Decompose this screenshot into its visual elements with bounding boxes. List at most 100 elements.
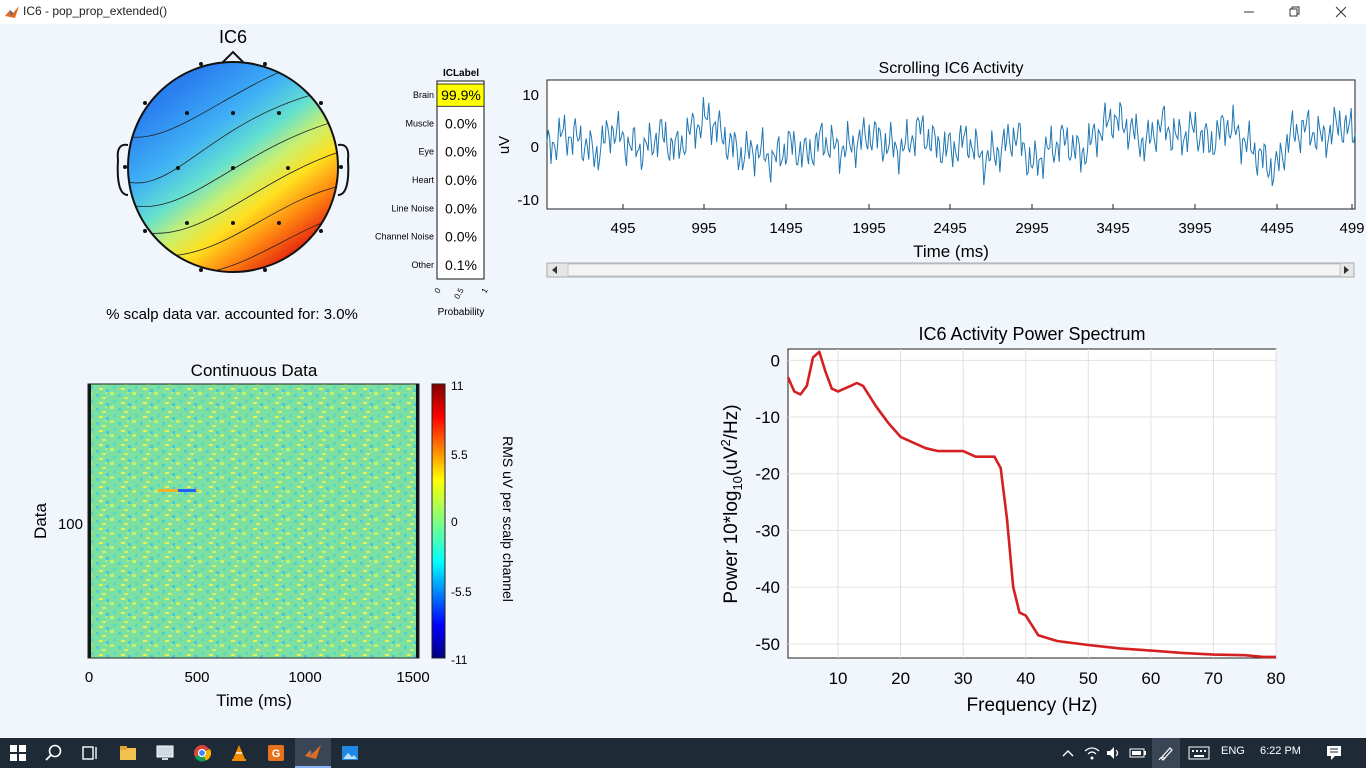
colorbar-tick-neg5.5: -5.5 [451, 585, 472, 599]
search-button[interactable] [36, 738, 72, 768]
scroll-xtick: 3995 [1178, 220, 1211, 237]
restore-button[interactable] [1272, 0, 1318, 24]
spectrum-title: IC6 Activity Power Spectrum [918, 324, 1145, 344]
spectrum-ytick: -10 [755, 408, 780, 427]
scroll-xticks: 495 995 1495 1995 2495 2995 3495 3995 4495 499 [610, 204, 1365, 237]
wifi-icon [1084, 747, 1100, 760]
tray-pen[interactable] [1152, 738, 1180, 768]
topo-map [116, 50, 350, 273]
scroll-ytick-10: 10 [522, 87, 539, 104]
taskbar-vlc[interactable] [221, 738, 257, 768]
iclabel-bar-brain [436, 83, 485, 107]
scroll-xtick: 2995 [1015, 220, 1048, 237]
tray-battery[interactable] [1128, 738, 1148, 768]
spectrum-xtick: 40 [1016, 669, 1035, 688]
scroll-xtick: 495 [610, 220, 635, 237]
scroll-plot-title: Scrolling IC6 Activity [879, 60, 1024, 77]
start-button[interactable] [0, 738, 36, 768]
scroll-right-arrow-icon[interactable] [1344, 266, 1349, 274]
spectrum-xtick: 70 [1204, 669, 1223, 688]
iclabel-value: 0.0% [445, 172, 477, 188]
iclabel-box [436, 80, 485, 280]
spectrum-line [786, 350, 1276, 659]
iclabel-xlabel: Probability [438, 307, 485, 318]
scrollbar-thumb[interactable] [567, 263, 1341, 277]
scroll-xtick: 1995 [852, 220, 885, 237]
scroll-xtick: 995 [691, 220, 716, 237]
spectrum-ylabel: Power 10*log10(uV2/Hz) [718, 404, 745, 603]
spectrum-xtick: 10 [829, 669, 848, 688]
chevron-up-icon [1062, 750, 1074, 757]
tray-overflow[interactable] [1058, 738, 1078, 768]
restore-icon [1289, 6, 1300, 17]
scroll-xtick: 499 [1339, 220, 1364, 237]
iclabel-value: 0.0% [445, 229, 477, 245]
erpimage-title: Continuous Data [191, 361, 318, 380]
spectrum-axes [787, 348, 1277, 659]
search-icon [45, 744, 62, 761]
spectrum-series-line [786, 350, 1276, 659]
tray-network[interactable] [1082, 738, 1102, 768]
taskbar-document-app[interactable]: G [258, 738, 294, 768]
spectrum-yticks: 0 -10 -20 -30 -40 -50 [755, 351, 780, 653]
clock[interactable]: 6:22 PM [1260, 745, 1301, 757]
volume-icon [1107, 747, 1119, 759]
scroll-xtick: 2495 [933, 220, 966, 237]
taskbar-file-explorer[interactable] [110, 738, 146, 768]
language-indicator[interactable]: ENG [1221, 745, 1245, 757]
spectrum-xticks: 10 20 30 40 50 60 70 80 [829, 669, 1286, 688]
close-button[interactable] [1318, 0, 1364, 24]
scroll-left-arrow-icon[interactable] [552, 266, 557, 274]
matlab-icon [305, 745, 321, 759]
taskbar-matlab[interactable] [295, 738, 331, 768]
spectrum-ytick: -50 [755, 635, 780, 654]
scroll-xtick: 1495 [769, 220, 802, 237]
variance-text: % scalp data var. accounted for: 3.0% [106, 306, 358, 323]
colorbar-tick-5.5: 5.5 [451, 448, 468, 462]
erpimage-ylabel: Data [31, 503, 50, 539]
spectrum-xlabel: Frequency (Hz) [967, 695, 1098, 716]
minimize-button[interactable] [1226, 0, 1272, 24]
iclabel-value: 0.0% [445, 144, 477, 160]
tray-keyboard[interactable] [1184, 738, 1214, 768]
taskbar-remote-desktop[interactable] [147, 738, 183, 768]
iclabel-label: Heart [412, 175, 435, 185]
spectrum-xtick: 80 [1267, 669, 1286, 688]
windows-start-icon [10, 745, 26, 761]
window-title: IC6 - pop_prop_extended() [23, 4, 168, 18]
spectrum-ytick: -30 [755, 521, 780, 540]
iclabel-label: Brain [413, 90, 434, 100]
iclabel-label: Eye [418, 147, 434, 157]
spectrum-ytick: -40 [755, 578, 780, 597]
iclabel-tick-0: 0 [433, 286, 443, 295]
iclabel-value: 0.0% [445, 200, 477, 216]
taskbar-chrome[interactable] [184, 738, 220, 768]
photos-icon [342, 746, 358, 760]
spectrum-xtick: 30 [954, 669, 973, 688]
figure-canvas: IC6 % scalp data var. accounted for: 3.0… [0, 24, 1366, 738]
colorbar-tick-11: 11 [451, 379, 464, 393]
erpimage-xtick-0: 0 [85, 669, 93, 686]
spectrum-ytick: 0 [771, 351, 780, 370]
title-bar: IC6 - pop_prop_extended() [0, 0, 1366, 24]
iclabel-title: ICLabel [443, 68, 479, 79]
taskbar: G ENG 6:22 PM [0, 738, 1366, 768]
minimize-icon [1244, 11, 1254, 13]
task-view-button[interactable] [72, 738, 108, 768]
iclabel-value: 0.0% [445, 115, 477, 131]
notification-icon [1327, 746, 1341, 760]
tray-volume[interactable] [1104, 738, 1124, 768]
iclabel-label: Channel Noise [375, 232, 434, 242]
colorbar-tick-0: 0 [451, 515, 458, 529]
scroll-series-line [546, 97, 1356, 187]
taskbar-photos[interactable] [332, 738, 368, 768]
scroll-ytick-0: 0 [531, 139, 539, 156]
tray-notifications[interactable] [1322, 738, 1346, 768]
spectrum-xtick: 20 [891, 669, 910, 688]
iclabel-tick-2: 1 [480, 286, 490, 295]
time-scrollbar[interactable] [546, 262, 1355, 278]
document-app-icon: G [268, 745, 284, 761]
erpimage-xtick-1000: 1000 [288, 669, 321, 686]
erpimage-axes [87, 383, 420, 659]
vlc-icon [232, 745, 246, 761]
